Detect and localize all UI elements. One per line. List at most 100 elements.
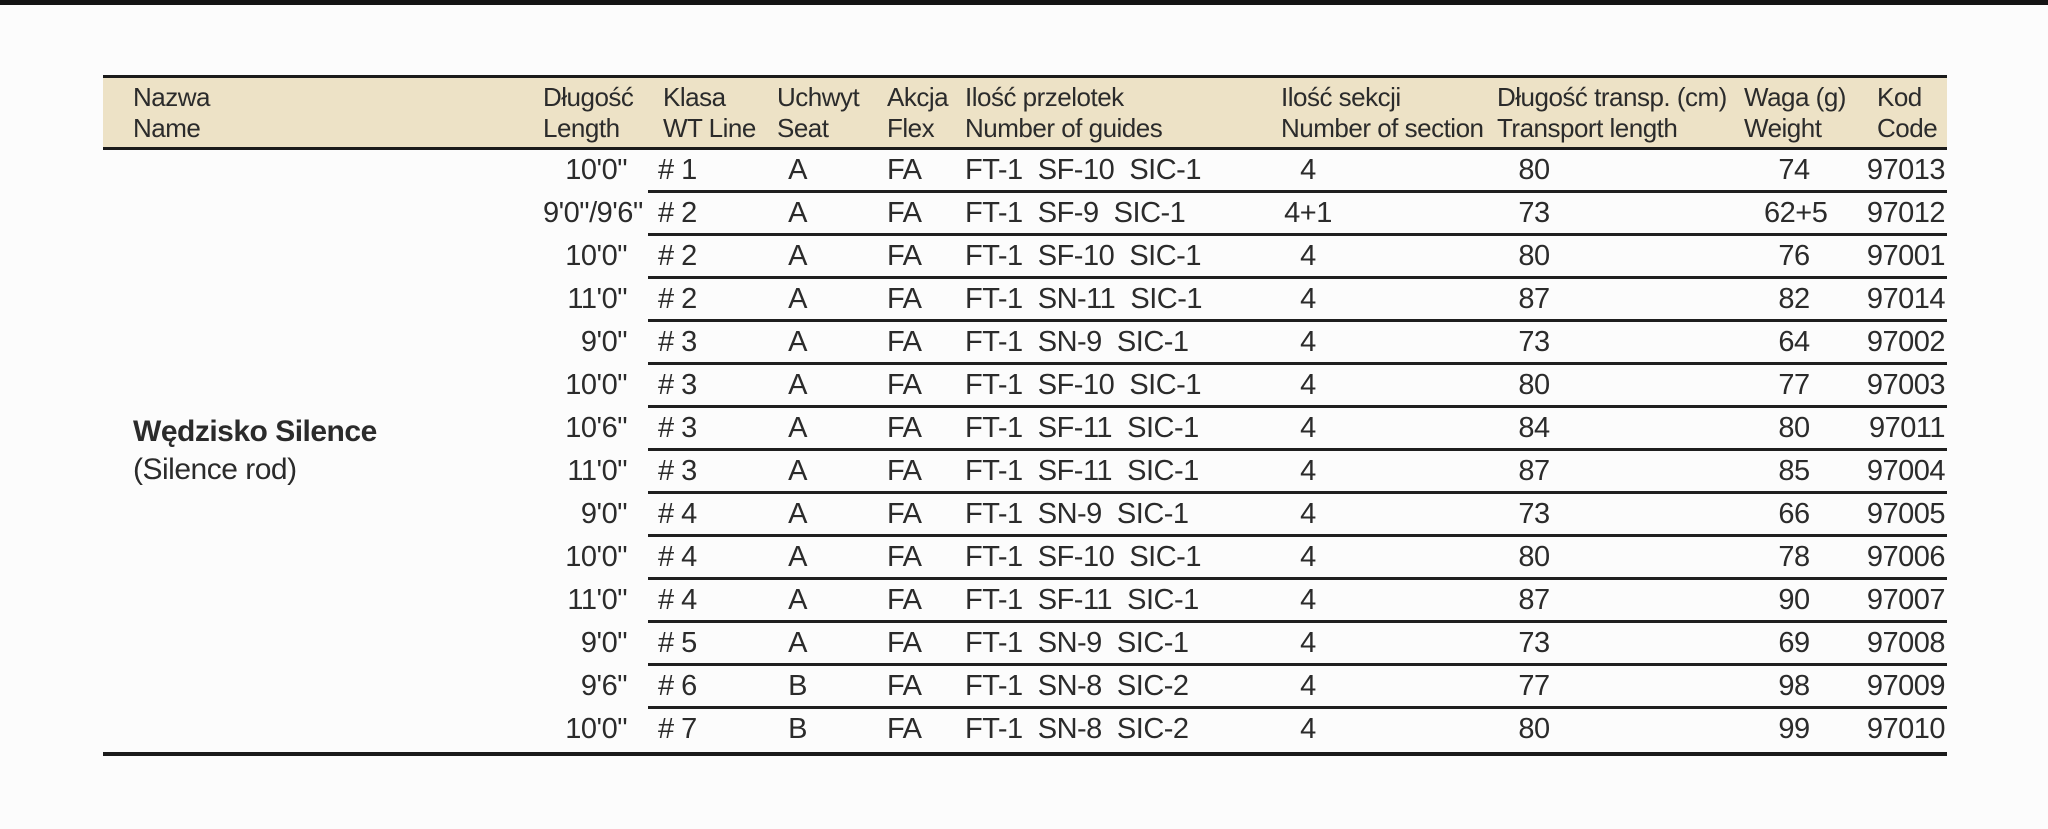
cell-transport-value: 87 — [1518, 455, 1550, 487]
cell-wt-line: # 6 — [648, 666, 745, 709]
cell-sections: 4 — [1270, 279, 1480, 322]
column-header-en: Length — [543, 113, 620, 143]
column-header-en: Number of guides — [965, 113, 1163, 143]
rod-spec-table: Nazwa Name Długość Length Klasa WT Line Uchwyt… — [103, 75, 1947, 756]
cell-weight: 82 — [1720, 279, 1850, 322]
cell-seat: A — [745, 322, 850, 365]
cell-weight: 74 — [1720, 150, 1850, 193]
column-header-seat: Uchwyt Seat — [745, 78, 860, 147]
cell-transport-value: 73 — [1518, 498, 1550, 530]
cell-seat: B — [745, 666, 850, 709]
cell-transport: 84 — [1480, 408, 1720, 451]
cell-transport-value: 87 — [1518, 283, 1550, 315]
cell-sections: 4 — [1270, 666, 1480, 709]
cell-wt-line: # 2 — [648, 279, 745, 322]
cell-sections-value: 4 — [1300, 584, 1316, 616]
cell-wt-line: # 3 — [648, 322, 745, 365]
column-header-pl: Ilość przelotek — [965, 82, 1124, 112]
cell-flex: FA — [850, 580, 945, 623]
cell-code: 97002 — [1850, 322, 1947, 365]
cell-transport: 87 — [1480, 580, 1720, 623]
column-header-name: Nazwa Name — [103, 78, 543, 147]
cell-sections-value: 4 — [1300, 627, 1316, 659]
column-header-transport: Długość transp. (cm) Transport length — [1480, 78, 1727, 147]
table-row: 10'0" # 1 A FA FT-1 SF-10 SIC-1 4 80 74 … — [543, 150, 1947, 193]
column-header-en: Number of section — [1281, 113, 1484, 143]
cell-flex: FA — [850, 537, 945, 580]
cell-guides: FT-1 SF-10 SIC-1 — [945, 150, 1270, 193]
cell-weight: 90 — [1720, 580, 1850, 623]
cell-sections-value: 4 — [1300, 369, 1316, 401]
cell-length: 11'0" — [567, 455, 627, 487]
column-header-weight: Waga (g) Weight — [1720, 78, 1850, 147]
column-header-length: Długość Length — [543, 78, 648, 147]
cell-transport-value: 84 — [1518, 412, 1550, 444]
cell-weight: 69 — [1720, 623, 1850, 666]
cell-transport: 77 — [1480, 666, 1720, 709]
table-row: 10'0" # 7 B FA FT-1 SN-8 SIC-2 4 80 99 9… — [543, 709, 1947, 752]
cell-flex: FA — [850, 150, 945, 193]
cell-length: 10'0" — [565, 713, 627, 745]
cell-guides: FT-1 SF-10 SIC-1 — [945, 236, 1270, 279]
cell-length: 9'6" — [580, 670, 628, 702]
cell-length: 9'0"/9'6" — [543, 197, 643, 229]
cell-transport: 73 — [1480, 193, 1720, 236]
cell-flex: FA — [850, 322, 945, 365]
cell-seat: A — [745, 408, 850, 451]
cell-length: 10'6" — [565, 412, 627, 444]
cell-seat: B — [788, 713, 807, 745]
column-header-pl: Ilość sekcji — [1281, 82, 1401, 112]
cell-guides: FT-1 SF-9 SIC-1 — [945, 193, 1270, 236]
cell-wt-line: # 3 — [648, 451, 745, 494]
cell-sections: 4 — [1270, 408, 1480, 451]
cell-weight-value: 80 — [1778, 412, 1810, 444]
cell-guides: FT-1 SF-11 SIC-1 — [945, 580, 1270, 623]
cell-wt-line: # 3 — [648, 408, 745, 451]
cell-sections-value: 4 — [1300, 412, 1316, 444]
cell-transport: 73 — [1480, 322, 1720, 365]
cell-wt-line: # 3 — [648, 365, 745, 408]
cell-sections-value: 4 — [1300, 670, 1316, 702]
cell-weight-value: 64 — [1778, 326, 1810, 358]
cell-weight-value: 66 — [1778, 498, 1810, 530]
cell-seat: A — [745, 580, 850, 623]
cell-weight-value: 85 — [1778, 455, 1810, 487]
column-header-en: Flex — [887, 113, 935, 143]
cell-guides: FT-1 SN-9 SIC-1 — [945, 494, 1270, 537]
cell-sections: 4 — [1270, 451, 1480, 494]
column-header-en: Seat — [777, 113, 829, 143]
cell-seat: A — [745, 623, 850, 666]
cell-code: 97012 — [1850, 193, 1947, 236]
cell-seat: A — [745, 451, 850, 494]
column-header-pl: Długość transp. (cm) — [1497, 82, 1727, 112]
column-header-pl: Kod — [1877, 82, 1922, 112]
cell-guides: FT-1 SN-9 SIC-1 — [945, 322, 1270, 365]
table-row: 9'0" # 4 A FA FT-1 SN-9 SIC-1 4 73 66 97… — [543, 494, 1947, 537]
cell-flex: FA — [850, 494, 945, 537]
column-header-pl: Waga (g) — [1744, 82, 1846, 112]
cell-seat: A — [745, 365, 850, 408]
cell-weight-value: 69 — [1778, 627, 1810, 659]
cell-length: 10'0" — [565, 541, 627, 573]
cell-wt-line: # 4 — [648, 494, 745, 537]
table-body: Wędzisko Silence (Silence rod) 10'0" # 1… — [103, 150, 1947, 756]
table-row: 11'0" # 2 A FA FT-1 SN-11 SIC-1 4 87 82 … — [543, 279, 1947, 322]
product-name-pl: Wędzisko Silence — [133, 415, 377, 448]
cell-code: 97010 — [1866, 713, 1946, 745]
cell-flex: FA — [887, 713, 922, 745]
cell-wt-line: # 4 — [648, 580, 745, 623]
cell-sections-value: 4 — [1300, 283, 1316, 315]
cell-sections-value: 4 — [1300, 713, 1316, 745]
cell-weight: 80 — [1720, 408, 1850, 451]
cell-transport: 80 — [1480, 150, 1720, 193]
cell-code: 97009 — [1850, 666, 1947, 709]
cell-sections: 4 — [1270, 150, 1480, 193]
cell-code: 97003 — [1850, 365, 1947, 408]
cell-sections: 4 — [1270, 365, 1480, 408]
cell-weight-value: 78 — [1778, 541, 1810, 573]
table-row: 10'0" # 4 A FA FT-1 SF-10 SIC-1 4 80 78 … — [543, 537, 1947, 580]
cell-weight-value: 99 — [1778, 713, 1810, 745]
cell-weight: 99 — [1720, 709, 1850, 752]
column-header-flex: Akcja Flex — [850, 78, 949, 147]
cell-guides: FT-1 SF-10 SIC-1 — [945, 537, 1270, 580]
